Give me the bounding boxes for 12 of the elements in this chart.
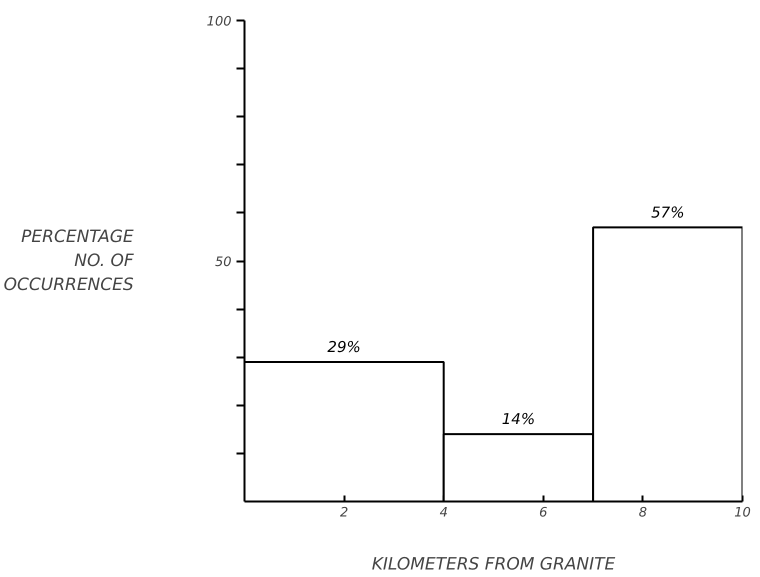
y-tick-label: 100: [206, 14, 232, 30]
data-label: 29%: [327, 338, 361, 356]
y-tick-label: 50: [214, 255, 232, 270]
data-label: 14%: [502, 410, 536, 428]
data-label: 57%: [651, 203, 684, 222]
x-axis-title: KILOMETERS FROM GRANITE: [372, 554, 616, 574]
x-tick-label: 8: [638, 506, 648, 520]
x-tick-label: 2: [340, 506, 348, 520]
x-tick-label: 6: [539, 506, 548, 520]
x-tick-label: 10: [734, 506, 751, 520]
y-axis-title: PERCENTAGE NO. OF OCCURRENCES: [4, 227, 134, 295]
x-tick-label: 4: [440, 506, 448, 520]
